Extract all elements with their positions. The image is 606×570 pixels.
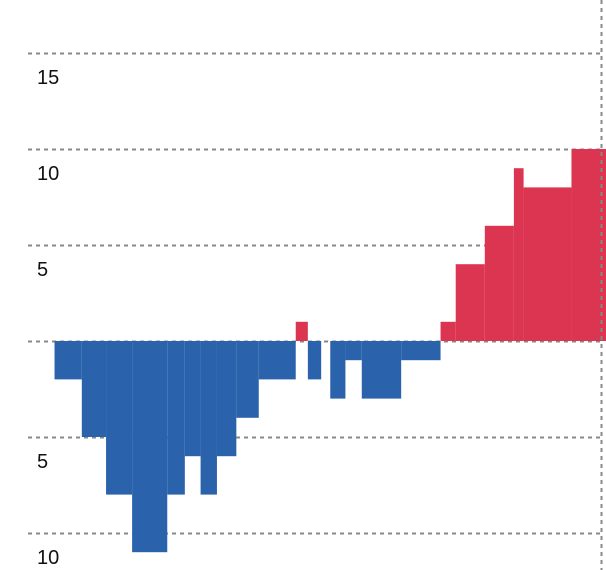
bar-17: [455, 264, 485, 341]
bar-3: [132, 341, 168, 553]
bar-13: [345, 341, 362, 361]
tick-label: 5: [37, 259, 48, 281]
tick-labels: 15 10 5 5 10: [37, 67, 59, 569]
bar-6: [200, 341, 217, 495]
bar-1: [81, 341, 107, 437]
tick-label: 15: [37, 67, 59, 89]
tick-label: 10: [37, 547, 59, 569]
bars-layer: [54, 149, 606, 553]
bar-12: [330, 341, 346, 399]
bar-4: [167, 341, 185, 495]
bar-9: [258, 341, 296, 380]
tick-label: 5: [37, 451, 48, 473]
bar-21: [571, 149, 606, 341]
bar-14: [361, 341, 402, 399]
bar-2: [106, 341, 133, 495]
bar-18: [484, 225, 514, 341]
tick-label: 10: [37, 163, 59, 185]
bar-7: [216, 341, 237, 457]
bar-15: [401, 341, 441, 361]
bar-10: [295, 321, 308, 341]
bar-5: [184, 341, 201, 457]
bar-16: [440, 321, 456, 341]
bar-8: [236, 341, 259, 418]
bar-20: [523, 187, 572, 341]
bar-0: [54, 341, 82, 380]
bar-19: [513, 168, 524, 341]
bar-11: [307, 341, 322, 380]
